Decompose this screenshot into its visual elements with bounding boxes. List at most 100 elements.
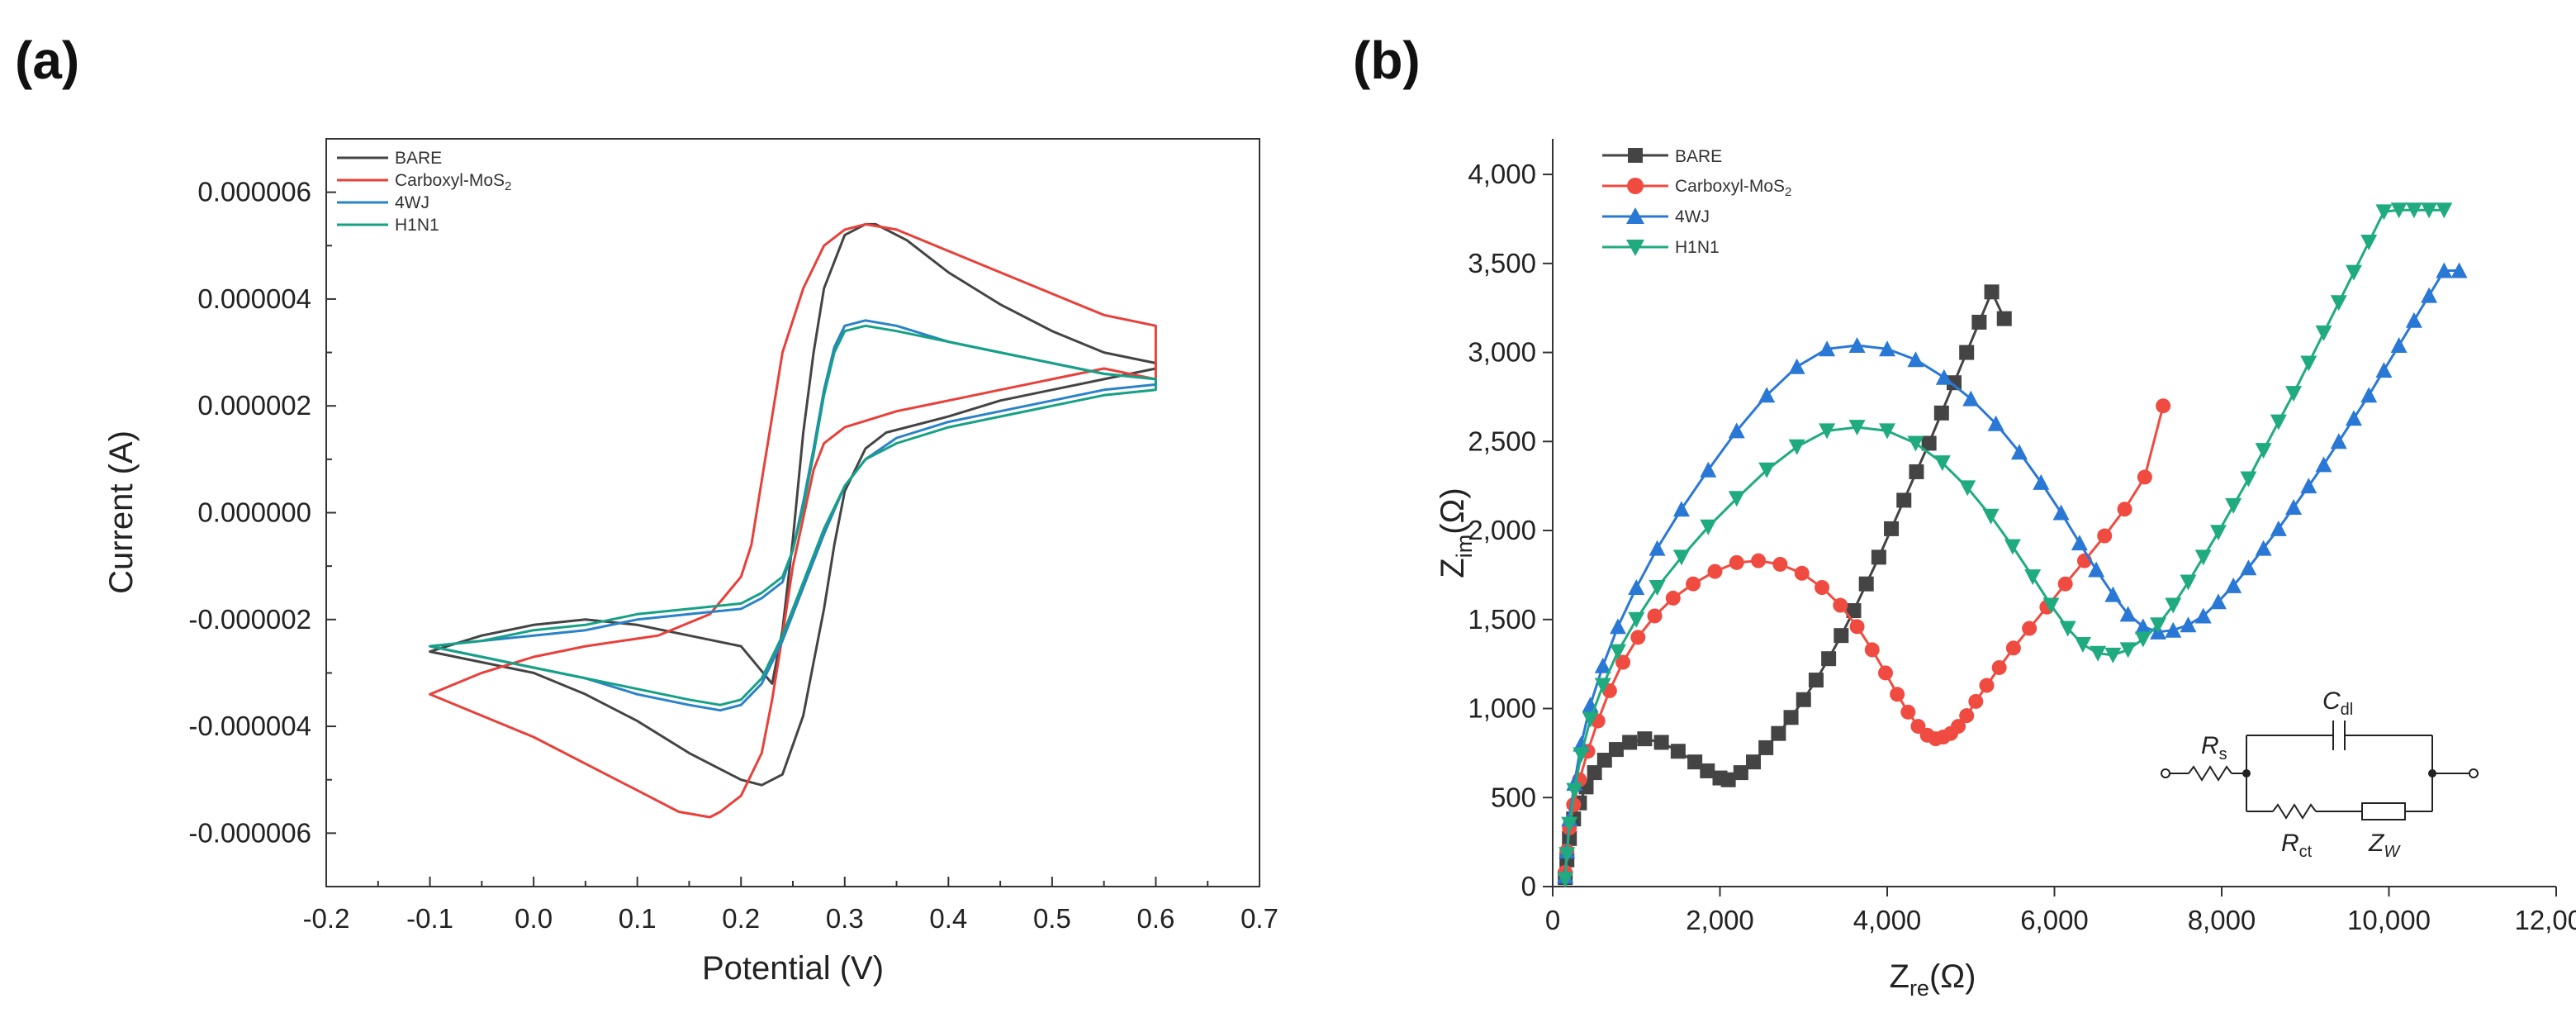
- legend-label-bare-b: BARE: [1675, 147, 1722, 166]
- data-point-h1n1: [2119, 642, 2137, 659]
- y-axis-title-b: Zim(Ω): [1435, 487, 1477, 578]
- data-point-bare: [1670, 744, 1686, 759]
- data-point-4wj: [2010, 444, 2028, 460]
- data-point-h1n1: [1819, 423, 1836, 440]
- data-point-4wj: [2285, 499, 2303, 516]
- data-point-carboxyl-mos-: [1665, 590, 1681, 606]
- plot-frame-a: [325, 138, 1260, 887]
- data-point-4wj: [2421, 287, 2438, 303]
- data-point-h1n1: [2150, 617, 2167, 634]
- data-point-4wj: [2450, 262, 2468, 278]
- legend-label-carboxyl: Carboxyl-MoS2: [395, 171, 511, 193]
- data-point-4wj: [2052, 504, 2070, 521]
- data-point-4wj: [2436, 262, 2453, 278]
- y-tick-label-b: 3,000: [1468, 337, 1536, 368]
- data-point-h1n1: [2134, 631, 2151, 648]
- data-point-4wj: [2088, 561, 2105, 578]
- data-point-carboxyl-mos-: [1951, 719, 1966, 735]
- data-point-4wj: [1672, 501, 1690, 517]
- data-point-h1n1: [2090, 645, 2107, 662]
- legend-label-bare: BARE: [395, 149, 442, 168]
- data-point-carboxyl-mos-: [2005, 640, 2021, 656]
- data-point-4wj: [1728, 422, 1745, 439]
- y-tick-label-b: 0: [1521, 871, 1536, 901]
- y-tick-label-b: 500: [1491, 782, 1536, 812]
- data-point-bare: [1846, 603, 1862, 619]
- y-tick-label: 0.000006: [197, 177, 311, 207]
- data-point-4wj: [1628, 579, 1645, 595]
- y-tick-label-b: 1,000: [1468, 693, 1536, 724]
- data-point-h1n1: [2255, 443, 2272, 459]
- data-point-carboxyl-mos-: [1815, 580, 1830, 595]
- data-point-carboxyl-mos-: [2022, 621, 2038, 636]
- data-point-carboxyl-mos-: [2097, 528, 2113, 544]
- x-tick-label-b: 0: [1545, 905, 1560, 935]
- data-point-4wj: [2345, 410, 2362, 426]
- data-point-4wj: [1907, 351, 1924, 368]
- data-point-h1n1: [2315, 325, 2332, 341]
- data-point-bare: [1909, 464, 1924, 479]
- data-point-h1n1: [1573, 747, 1590, 763]
- data-point-bare: [1821, 651, 1837, 667]
- data-point-carboxyl-mos-: [2156, 398, 2171, 414]
- circuit-label-zw: ZW: [2368, 830, 2401, 861]
- eis-chart: 0 2,000 4,000 6,000 8,000 10,000 12,000 0 500 1,0…: [1435, 139, 2576, 1001]
- data-point-carboxyl-mos-: [1729, 554, 1744, 570]
- data-point-carboxyl-mos-: [1959, 708, 1975, 724]
- data-point-bare: [1959, 345, 1975, 360]
- data-point-4wj: [1962, 390, 1980, 407]
- data-point-4wj: [2240, 559, 2257, 576]
- y-tick-label: -0.000004: [188, 711, 311, 741]
- x-tick-label-b: 8,000: [2188, 905, 2256, 935]
- eis-series-line-4wj: [1563, 269, 2460, 877]
- x-axis-title-a: Potential (V): [702, 950, 884, 987]
- data-point-4wj: [2033, 473, 2050, 490]
- data-point-carboxyl-mos-: [2137, 469, 2152, 485]
- data-point-bare: [1758, 740, 1774, 755]
- panel-a-label: (a): [15, 31, 79, 90]
- x-tick-label: 0.4: [929, 903, 967, 934]
- data-point-bare: [1858, 576, 1874, 592]
- circuit-label-rct: Rct: [2281, 830, 2313, 861]
- data-point-h1n1: [2360, 234, 2378, 250]
- data-point-bare: [1587, 765, 1602, 781]
- data-point-h1n1: [1700, 519, 1717, 535]
- data-point-h1n1: [1788, 439, 1805, 455]
- data-point-h1n1: [2285, 386, 2303, 402]
- data-point-h1n1: [1566, 782, 1583, 799]
- data-point-bare: [1947, 375, 1962, 391]
- data-point-bare: [1884, 521, 1900, 536]
- data-point-h1n1: [1879, 423, 1895, 440]
- cv-series-line-4wj: [429, 319, 1157, 712]
- legend-marker-h1n1-b: [1626, 240, 1644, 256]
- data-point-bare: [1808, 673, 1824, 688]
- legend-marker-carboxyl-b: [1627, 178, 1644, 194]
- y-tick-label: -0.000002: [188, 604, 311, 635]
- data-point-4wj: [2270, 520, 2287, 536]
- data-point-h1n1: [2059, 621, 2076, 637]
- y-axis-title-a: Current (A): [103, 430, 140, 594]
- cv-series-line-h1n1: [429, 324, 1157, 706]
- data-point-h1n1: [2240, 471, 2257, 487]
- data-point-carboxyl-mos-: [2057, 576, 2073, 592]
- data-point-carboxyl-mos-: [1890, 687, 1905, 702]
- data-point-h1n1: [1907, 435, 1924, 452]
- data-point-4wj: [1879, 340, 1895, 357]
- x-tick-label-b: 12,000: [2515, 905, 2576, 935]
- data-point-bare: [1871, 549, 1886, 565]
- legend-label-4wj-b: 4WJ: [1675, 207, 1710, 226]
- data-point-h1n1: [1557, 872, 1574, 888]
- data-point-bare: [1971, 314, 1987, 330]
- data-point-4wj: [2071, 535, 2088, 551]
- x-tick-label: -0.1: [406, 903, 453, 934]
- cv-series-line-bare: [429, 222, 1157, 787]
- circuit-node: [2242, 769, 2251, 778]
- data-point-4wj: [2180, 616, 2197, 633]
- legend-b: BARE Carboxyl-MoS2 4WJ H1N1: [1602, 147, 1791, 257]
- x-axis-title-b: Zre(Ω): [1890, 958, 1976, 1001]
- data-point-h1n1: [2330, 295, 2347, 312]
- data-point-h1n1: [1959, 480, 1976, 497]
- data-point-h1n1: [1561, 816, 1578, 833]
- data-point-carboxyl-mos-: [1772, 556, 1788, 572]
- y-tick-label: -0.000006: [188, 817, 311, 848]
